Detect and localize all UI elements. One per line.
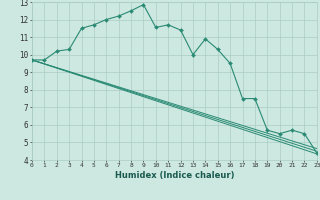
X-axis label: Humidex (Indice chaleur): Humidex (Indice chaleur) bbox=[115, 171, 234, 180]
